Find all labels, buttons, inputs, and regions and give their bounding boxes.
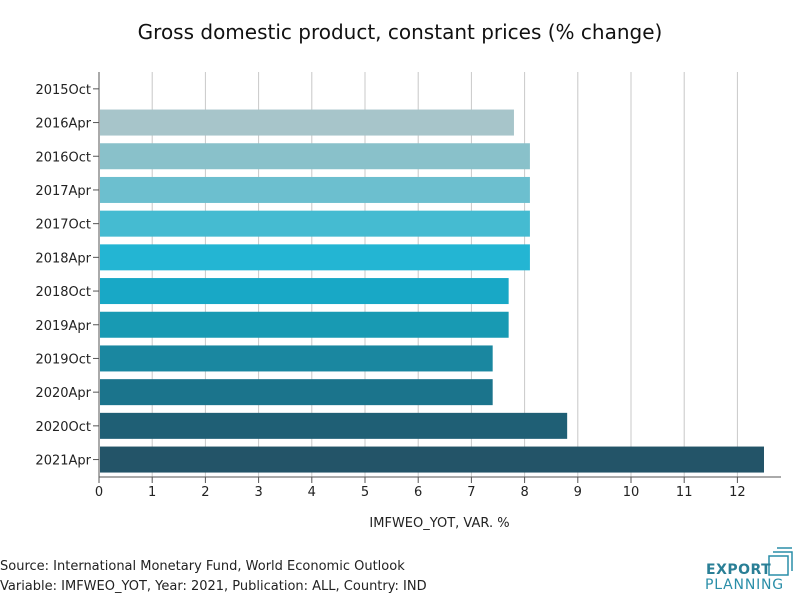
x-tick-label: 1 [148,485,156,500]
y-tick-label: 2018Oct [35,285,91,300]
bar [100,412,568,439]
bar [100,379,493,406]
source-text: Source: International Monetary Fund, Wor… [0,559,405,574]
y-tick-label: 2016Apr [35,117,91,132]
logo-export-text: EXPORT [706,562,772,578]
y-tick-label: 2019Apr [35,319,91,334]
y-tick-label: 2018Apr [35,251,91,266]
export-planning-logo: EXPORT PLANNING [703,546,795,594]
bar [100,176,530,203]
bar [100,143,530,170]
bar [100,311,509,338]
x-tick-label: 2 [201,485,209,500]
chart-title: Gross domestic product, constant prices … [137,20,663,44]
bar [100,244,530,271]
variable-text: Variable: IMFWEO_YOT, Year: 2021, Public… [0,579,427,594]
bar [100,278,509,305]
x-tick-label: 0 [95,485,103,500]
x-tick-label: 3 [254,485,262,500]
x-tick-label: 11 [676,485,693,500]
x-tick-label: 4 [308,485,316,500]
bar [100,210,530,237]
source-note: Source: International Monetary Fund, Wor… [0,557,427,597]
y-tick-label: 2019Oct [35,352,91,367]
logo-planning-text: PLANNING [705,577,784,593]
x-tick-label: 7 [467,485,475,500]
y-tick-label: 2017Apr [35,184,91,199]
gridlines [98,72,738,477]
x-tick-label: 9 [574,485,582,500]
y-tick-label: 2015Oct [35,83,91,98]
x-tick-label: 8 [520,485,528,500]
x-tick-label: 5 [361,485,369,500]
x-axis-label: IMFWEO_YOT, VAR. % [369,516,510,531]
x-tick-label: 12 [729,485,746,500]
bar [100,345,493,372]
bar [100,446,764,473]
logo-mark-icon [768,547,793,576]
y-tick-label: 2020Oct [35,420,91,435]
x-tick-label: 10 [623,485,640,500]
bars [100,109,764,473]
axes: 0 1 2 3 4 5 6 7 8 9 10 11 122015Oct2016Apr2016Oct201… [35,72,781,500]
y-tick-label: 2016Oct [35,150,91,165]
y-tick-label: 2020Apr [35,386,91,401]
y-tick-label: 2021Apr [35,454,91,469]
x-tick-label: 6 [414,485,422,500]
bar [100,109,514,136]
y-tick-label: 2017Oct [35,218,91,233]
